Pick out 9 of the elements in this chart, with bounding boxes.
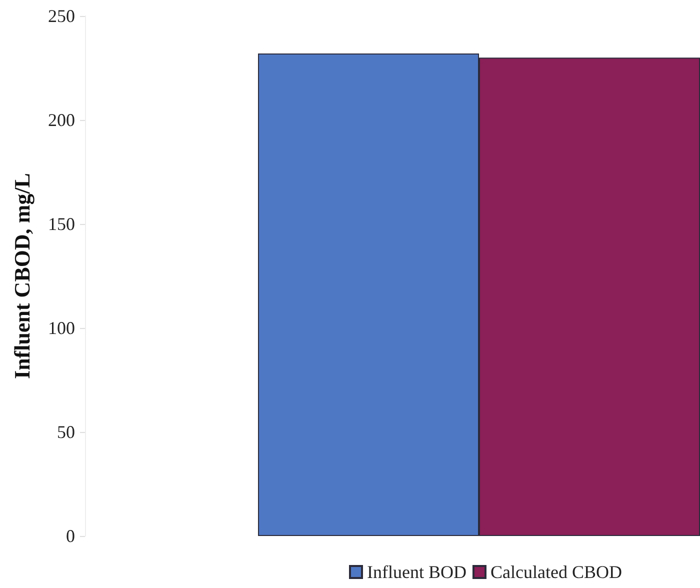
- y-tick-label: 250: [48, 6, 75, 26]
- y-axis-title: Influent CBOD, mg/L: [10, 173, 34, 379]
- y-tick-label: 200: [48, 110, 75, 130]
- y-tick-label: 150: [48, 214, 75, 234]
- legend-label: Calculated CBOD: [490, 562, 622, 582]
- legend-label: Influent BOD: [367, 562, 466, 582]
- y-tick-label: 100: [48, 318, 75, 338]
- y-tick-label: 50: [57, 422, 75, 442]
- y-tick-label: 0: [66, 526, 75, 546]
